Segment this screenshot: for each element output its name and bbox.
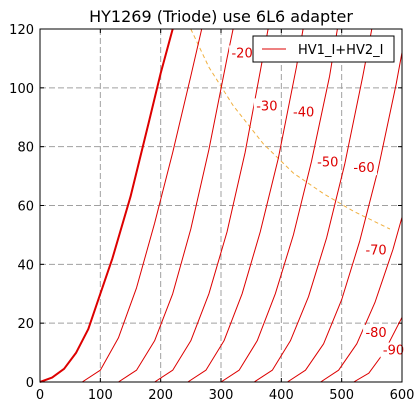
curve-grid--20 [118, 28, 234, 383]
curve-grid--60 [253, 28, 373, 383]
curve-label-bg [229, 45, 256, 61]
curve-label: -30 [256, 99, 277, 114]
curve-grid--30 [154, 28, 269, 383]
curve-label: -90 [383, 344, 404, 359]
curve-label: -60 [353, 161, 374, 176]
y-tick-label-60: 60 [17, 200, 34, 215]
x-tick-label-600: 600 [390, 388, 415, 403]
curve-label: -70 [365, 244, 386, 259]
legend-entry: HV1_I+HV2_I [298, 43, 383, 58]
curve-label-bg [363, 324, 390, 340]
curve-grid--50 [220, 28, 338, 383]
curve-grid--40 [187, 28, 304, 383]
y-tick-label-100: 100 [9, 82, 34, 97]
y-tick-label-120: 120 [9, 23, 34, 38]
x-tick-label-100: 100 [88, 388, 113, 403]
axis-ticks: 0 100 200 300 400 500 600 0 20 40 60 80 100 120 [9, 23, 414, 403]
legend: HV1_I+HV2_I [252, 35, 395, 63]
curve-label: -20 [231, 46, 252, 61]
curve-grid--10 [81, 28, 203, 383]
curve-grid--90 [353, 317, 403, 383]
plot-frame [39, 28, 403, 383]
curve-label-bg [380, 342, 407, 358]
y-tick-label-40: 40 [17, 258, 34, 273]
y-tick-label-0: 0 [26, 376, 34, 391]
curve-label-bg [290, 104, 317, 120]
curve-label: -40 [293, 105, 314, 120]
y-tick-label-20: 20 [17, 317, 34, 332]
curves [39, 28, 403, 383]
curve-labels: -20 -30 -40 -50 -60 -70 -80 -90 [229, 45, 407, 359]
curve-label: -50 [317, 155, 338, 170]
curve-grid--70 [287, 52, 403, 383]
curve-grid--80 [320, 217, 403, 383]
curve-label-bg [314, 154, 341, 170]
curve-label: -80 [365, 326, 386, 341]
x-tick-label-500: 500 [329, 388, 354, 403]
curve-label-bg [350, 160, 377, 176]
y-tick-label-80: 80 [17, 141, 34, 156]
x-tick-label-200: 200 [148, 388, 173, 403]
curve-grid-0 [39, 28, 174, 383]
x-tick-label-300: 300 [209, 388, 234, 403]
chart-title: HY1269 (Triode) use 6L6 adapter [89, 7, 353, 26]
x-tick-label-0: 0 [36, 388, 44, 403]
curve-label-bg [253, 98, 280, 114]
curve-label-bg [363, 242, 390, 258]
x-tick-label-400: 400 [269, 388, 294, 403]
